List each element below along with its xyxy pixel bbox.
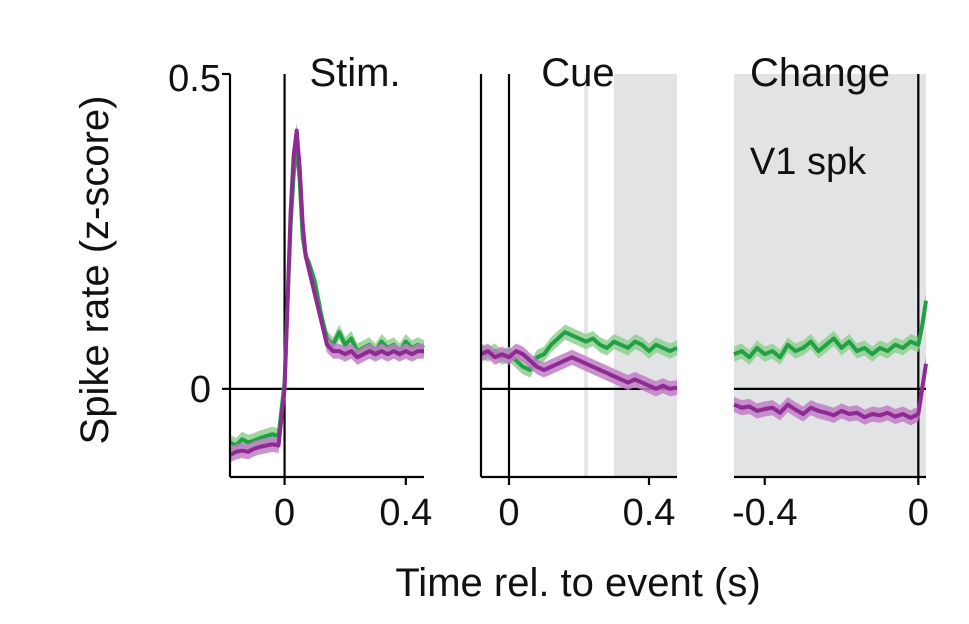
annotation-v1-spk: V1 spk (750, 141, 867, 183)
panel-title: Cue (541, 51, 614, 95)
xtick-label: 0.4 (379, 492, 432, 534)
shaded-window-2 (614, 74, 677, 477)
panel-1: 0 0.4 Stim. (222, 51, 432, 534)
xtick-label: 0 (274, 492, 295, 534)
panel-title: Change (750, 51, 890, 95)
green-sem-band (230, 135, 424, 454)
shaded-window-1 (584, 74, 588, 477)
xtick-label: 0.4 (623, 492, 676, 534)
xtick-label: 0 (498, 492, 519, 534)
xtick-label: 0 (908, 492, 929, 534)
purple-series-line (480, 349, 678, 391)
xtick-label: -0.4 (732, 492, 797, 534)
purple-series-line (733, 363, 928, 420)
green-series-line (229, 141, 425, 448)
ytick-label-0: 0 (190, 369, 211, 411)
green-series-line (733, 300, 928, 360)
purple-sem-band (230, 123, 424, 463)
purple-series-line (229, 128, 424, 457)
panel-title: Stim. (309, 51, 400, 95)
panel-3: -0.4 0 Change (732, 51, 929, 534)
x-axis-title: Time rel. to event (s) (395, 561, 760, 605)
ytick-label-0.5: 0.5 (168, 58, 221, 100)
y-axis-title: Spike rate (z-score) (73, 96, 117, 445)
panel-2: 0 0.4 Cue (479, 51, 678, 534)
panels-group: 0 0.4 Stim. 0 0.4 Cue -0.4 0 Change (222, 51, 929, 534)
